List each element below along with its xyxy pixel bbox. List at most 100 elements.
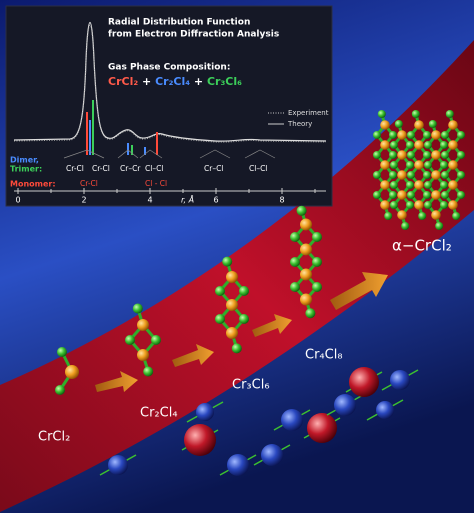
chromium-atom xyxy=(300,268,312,281)
chlorine-atom xyxy=(406,181,414,189)
monomer-peak-label: Cl - Cl xyxy=(145,179,167,188)
chlorine-atom xyxy=(441,171,449,179)
plus: + xyxy=(194,75,203,88)
chlorine-atom xyxy=(373,191,381,199)
chlorine-atom xyxy=(441,191,449,199)
inset-panel: Radial Distribution Function from Electr… xyxy=(5,5,333,207)
sphere xyxy=(184,424,216,456)
chromium-atom xyxy=(380,180,390,190)
molecule-label: Cr₄Cl₈ xyxy=(305,348,343,363)
chlorine-atom xyxy=(423,191,431,199)
chlorine-atom xyxy=(407,191,415,199)
chromium-atom xyxy=(380,120,390,130)
chromium-atom xyxy=(431,130,441,140)
chlorine-atom xyxy=(407,171,415,179)
chlorine-atom xyxy=(373,151,381,159)
chlorine-atom xyxy=(394,120,403,128)
chromium-atom xyxy=(226,271,238,283)
chlorine-atom xyxy=(389,151,397,159)
chromium-atom xyxy=(414,200,424,210)
dimer-label: Dimer, xyxy=(10,156,39,165)
chlorine-atom xyxy=(55,385,65,395)
chlorine-atom xyxy=(424,161,432,169)
sphere xyxy=(227,454,249,476)
sphere xyxy=(334,394,356,416)
chlorine-atom xyxy=(239,314,249,324)
tick-label: 8 xyxy=(279,196,284,205)
chlorine-atom xyxy=(445,110,454,118)
chlorine-atom xyxy=(407,131,415,139)
inset-title: from Electron Diffraction Analysis xyxy=(108,30,279,40)
chlorine-atom xyxy=(424,181,432,189)
tick-label: 2 xyxy=(81,196,86,205)
tick-label: 4 xyxy=(147,196,152,205)
chlorine-atom xyxy=(457,131,465,139)
chromium-atom xyxy=(397,170,407,180)
chlorine-atom xyxy=(440,181,448,189)
inset-background xyxy=(5,5,333,207)
chromium-atom xyxy=(448,180,458,190)
chromium-atom xyxy=(397,130,407,140)
sphere xyxy=(261,444,283,466)
composition-heading: Gas Phase Composition: xyxy=(108,63,230,73)
chlorine-atom xyxy=(390,201,398,209)
chlorine-atom xyxy=(151,335,161,345)
chlorine-atom xyxy=(440,141,448,149)
chromium-atom xyxy=(397,210,407,220)
chlorine-atom xyxy=(290,257,300,267)
chlorine-atom xyxy=(423,131,431,139)
chlorine-atom xyxy=(389,171,397,179)
sphere xyxy=(376,401,394,419)
chlorine-atom xyxy=(423,151,431,159)
chlorine-atom xyxy=(373,131,381,139)
monomer-label: Monomer: xyxy=(10,180,56,189)
peak-label: Cr–Cl xyxy=(204,164,223,173)
arrow xyxy=(252,314,292,337)
chlorine-atom xyxy=(441,131,449,139)
chlorine-atom xyxy=(57,347,67,357)
peak-label: Cl–Cl xyxy=(145,164,163,173)
peak-label: Cr–Cr xyxy=(120,164,141,173)
monomer-peak-label: Cr-Cl xyxy=(80,179,98,188)
arrow xyxy=(172,344,214,367)
chromium-atom xyxy=(448,120,458,130)
plus: + xyxy=(142,75,151,88)
chromium-atom xyxy=(431,190,441,200)
chlorine-atom xyxy=(215,314,225,324)
axis-label: r, Å xyxy=(181,194,194,205)
chlorine-atom xyxy=(377,110,386,118)
peak-label: Cr-Cl xyxy=(66,164,84,173)
tick-label: 0 xyxy=(15,196,20,205)
chromium-atom xyxy=(431,150,441,160)
chlorine-atom xyxy=(423,171,431,179)
arrows xyxy=(95,272,388,392)
sphere xyxy=(108,455,128,475)
chlorine-atom xyxy=(384,212,393,220)
tick-label: 6 xyxy=(213,196,218,205)
chlorine-atom xyxy=(215,286,225,296)
chlorine-atom xyxy=(407,151,415,159)
chlorine-atom xyxy=(411,110,420,118)
chromium-atom xyxy=(414,120,424,130)
chlorine-atom xyxy=(296,205,307,216)
chlorine-atom xyxy=(125,335,135,345)
chlorine-atom xyxy=(452,212,461,220)
chlorine-atom xyxy=(418,212,427,220)
trimer-formula: Cr₃Cl₆ xyxy=(207,75,242,88)
monomer-formula: CrCl₂ xyxy=(108,75,138,88)
molecule-label: α−CrCl₂ xyxy=(392,237,452,255)
legend-label: Experiment xyxy=(288,109,329,117)
chlorine-atom xyxy=(290,232,300,242)
chlorine-atom xyxy=(312,232,322,242)
chlorine-atom xyxy=(312,257,322,267)
chlorine-atom xyxy=(406,161,414,169)
chromium-atom xyxy=(397,150,407,160)
inset-title: Radial Distribution Function xyxy=(108,18,250,28)
chlorine-atom xyxy=(428,120,437,128)
legend-label: Theory xyxy=(287,120,312,128)
sphere xyxy=(196,403,214,421)
chromium-atom xyxy=(431,210,441,220)
molecule-label: Cr₃Cl₆ xyxy=(232,378,270,393)
chlorine-atom xyxy=(401,222,410,230)
